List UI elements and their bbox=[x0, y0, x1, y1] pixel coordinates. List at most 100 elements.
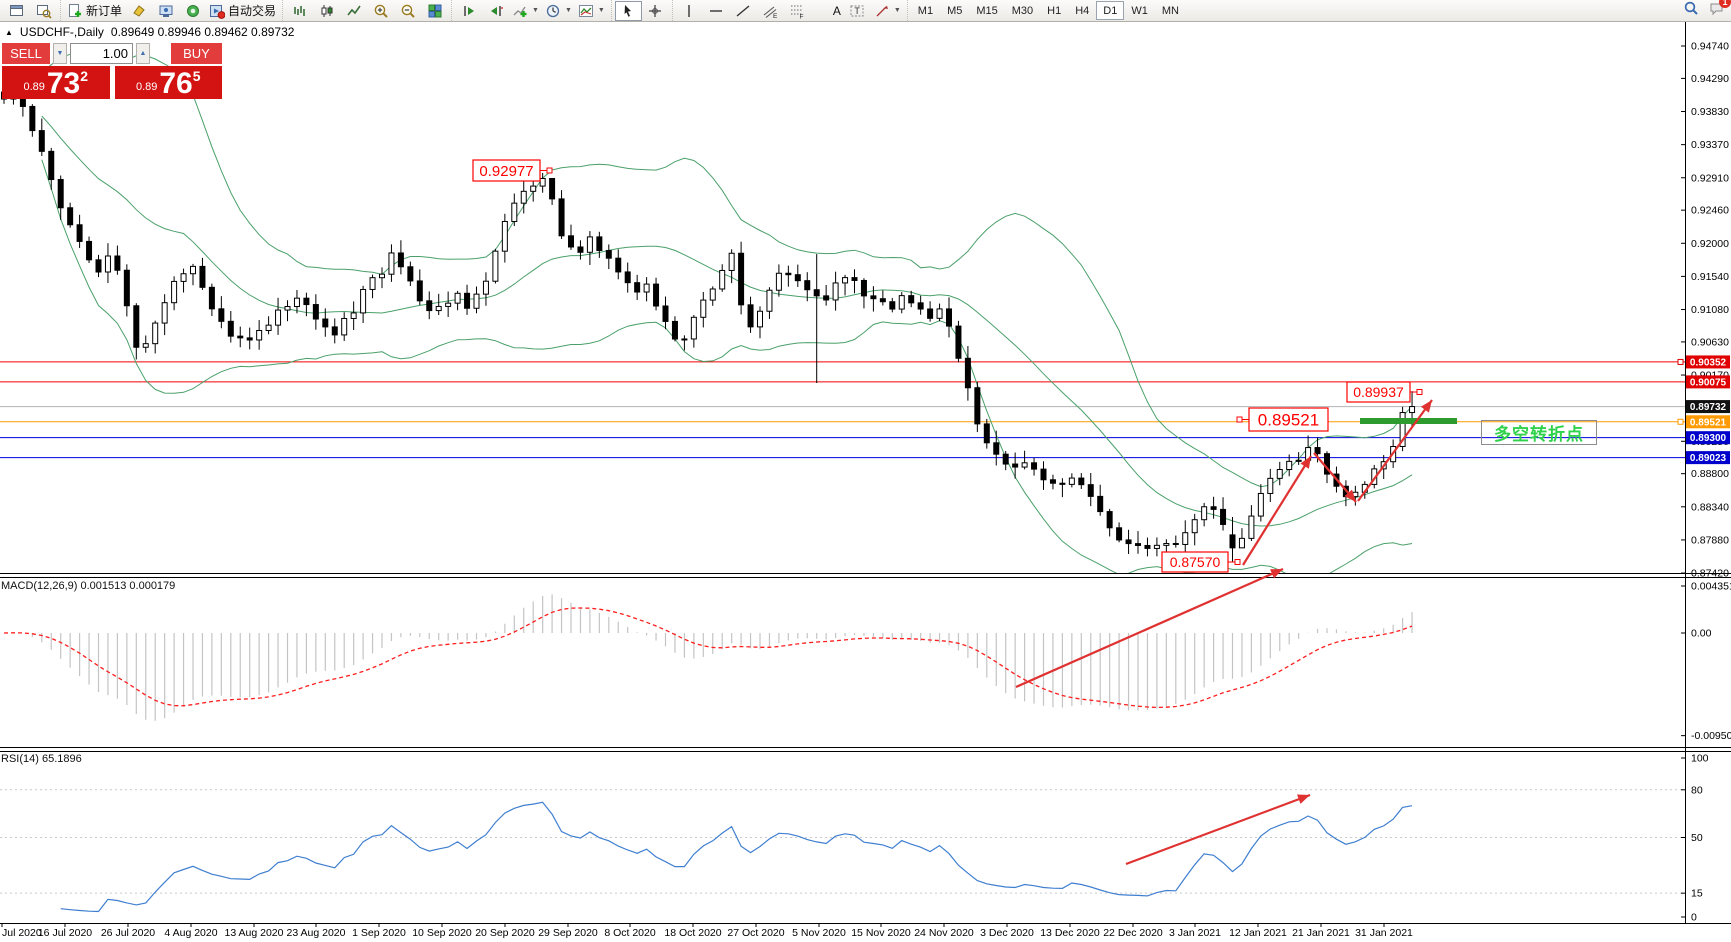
new-window-button[interactable] bbox=[3, 1, 30, 21]
svg-text:0.89937: 0.89937 bbox=[1353, 384, 1404, 400]
window-zoom-icon bbox=[36, 4, 52, 19]
dropdown-arrow-icon[interactable]: ▼ bbox=[532, 7, 539, 14]
auto-scroll-button[interactable] bbox=[455, 1, 482, 21]
svg-text:1 Sep 2020: 1 Sep 2020 bbox=[352, 927, 406, 939]
crosshair-icon bbox=[649, 4, 662, 17]
macd-histogram bbox=[12, 594, 1413, 721]
alerts-button[interactable] bbox=[179, 1, 206, 21]
zoom-in-button[interactable] bbox=[367, 1, 394, 21]
timeframe-h4-button[interactable]: H4 bbox=[1075, 4, 1090, 17]
trendline-icon bbox=[736, 4, 750, 17]
vline-icon bbox=[688, 4, 691, 17]
horizontal-level-lines bbox=[0, 361, 1685, 459]
svg-text:21 Jan 2021: 21 Jan 2021 bbox=[1292, 927, 1350, 939]
timeframe-d1-button[interactable]: D1 bbox=[1096, 1, 1125, 20]
dropdown-arrow-icon[interactable]: ▼ bbox=[893, 7, 901, 14]
zoom-in-icon bbox=[374, 4, 388, 18]
templates-button[interactable]: ▼ bbox=[575, 1, 608, 21]
timeframe-m30-button[interactable]: M30 bbox=[1011, 4, 1034, 17]
fibo-button[interactable]: F bbox=[784, 1, 811, 21]
crosshair-button[interactable] bbox=[642, 1, 669, 21]
window-zoom-button[interactable] bbox=[30, 1, 57, 21]
hline-button[interactable] bbox=[703, 1, 730, 21]
sell-price-pips: 73 bbox=[46, 67, 81, 100]
volume-input[interactable]: 1.00 bbox=[70, 43, 133, 64]
search-button[interactable] bbox=[1683, 0, 1699, 21]
new-order-button[interactable]: 新订单 bbox=[64, 1, 125, 21]
new-order-label: 新订单 bbox=[86, 4, 123, 18]
volume-increase-button[interactable]: ▲ bbox=[136, 43, 150, 64]
sell-quote-button[interactable]: 0.89 73 2 bbox=[2, 66, 110, 99]
text-label: A bbox=[832, 3, 841, 18]
candles-icon bbox=[321, 4, 333, 17]
buy-quote-button[interactable]: 0.89 76 5 bbox=[114, 66, 222, 100]
svg-text:E: E bbox=[773, 13, 778, 19]
volume-decrease-button[interactable]: ▼ bbox=[53, 43, 67, 64]
svg-text:13 Aug 2020: 13 Aug 2020 bbox=[225, 927, 284, 939]
indicators-button[interactable]: ▼ bbox=[509, 1, 542, 21]
trendline-button[interactable] bbox=[730, 1, 757, 21]
autotrading-label: 自动交易 bbox=[228, 4, 277, 18]
svg-text:0.92977: 0.92977 bbox=[479, 163, 533, 180]
autotrading-button[interactable]: 自动交易 bbox=[206, 1, 279, 21]
svg-text:-0.009504: -0.009504 bbox=[1691, 730, 1731, 742]
sell-button[interactable]: SELL bbox=[2, 43, 50, 64]
tile-windows-button[interactable] bbox=[421, 1, 448, 21]
timeframe-w1-button[interactable]: W1 bbox=[1131, 4, 1148, 17]
eraser-button[interactable] bbox=[125, 1, 152, 21]
cursor-button[interactable] bbox=[614, 0, 642, 21]
macd-signal-line bbox=[3, 607, 1413, 709]
vline-button[interactable] bbox=[676, 1, 703, 21]
new-window-icon bbox=[9, 4, 23, 16]
svg-text:23 Aug 2020: 23 Aug 2020 bbox=[287, 927, 346, 939]
svg-text:T: T bbox=[855, 6, 861, 16]
chart-shift-icon bbox=[490, 5, 503, 16]
macd-indicator-label: MACD(12,26,9) 0.001513 0.000179 bbox=[1, 580, 176, 592]
rsi-gridlines bbox=[0, 789, 1685, 894]
new-order-icon bbox=[69, 3, 81, 17]
chart-annotations: 0.92977 0.89937 0.89521 0.87570 bbox=[472, 159, 1457, 866]
svg-text:0.94290: 0.94290 bbox=[1691, 73, 1729, 85]
svg-text:15 Nov 2020: 15 Nov 2020 bbox=[851, 927, 911, 939]
svg-text:4 Aug 2020: 4 Aug 2020 bbox=[164, 927, 217, 939]
svg-text:0.92000: 0.92000 bbox=[1691, 238, 1729, 250]
svg-text:3 Dec 2020: 3 Dec 2020 bbox=[980, 927, 1034, 939]
svg-text:0.91540: 0.91540 bbox=[1691, 271, 1729, 283]
timeframe-m5-button[interactable]: M5 bbox=[947, 4, 963, 17]
zoom-out-button[interactable] bbox=[394, 1, 421, 21]
svg-text:80: 80 bbox=[1691, 784, 1703, 796]
timeframe-mn-button[interactable]: MN bbox=[1161, 4, 1179, 17]
svg-text:13 Dec 2020: 13 Dec 2020 bbox=[1040, 927, 1100, 939]
timeframe-h1-button[interactable]: H1 bbox=[1047, 4, 1062, 17]
buy-button[interactable]: BUY bbox=[171, 43, 222, 64]
candles-button[interactable] bbox=[313, 1, 340, 21]
linechart-button[interactable] bbox=[340, 1, 367, 21]
dropdown-arrow-icon[interactable]: ▼ bbox=[597, 7, 605, 14]
bars-button[interactable] bbox=[286, 1, 313, 21]
chart-shift-button[interactable] bbox=[482, 1, 509, 21]
channel-button[interactable]: E bbox=[757, 1, 784, 21]
svg-text:0.88340: 0.88340 bbox=[1691, 501, 1729, 513]
chat-button[interactable]: 1 bbox=[1709, 0, 1731, 21]
toolbar-group-pointer bbox=[610, 0, 672, 21]
toolbar-group-timeframes: M1 M5 M15 M30 H1 H4 D1 W1 MN bbox=[906, 0, 1189, 21]
dropdown-arrow-icon[interactable]: ▼ bbox=[564, 7, 572, 14]
eraser-icon bbox=[132, 4, 145, 17]
svg-text:0.91080: 0.91080 bbox=[1691, 304, 1729, 316]
svg-text:Jul 2020: Jul 2020 bbox=[2, 927, 42, 939]
candlestick-series bbox=[1, 83, 1416, 563]
label-button[interactable]: T bbox=[844, 1, 871, 21]
shapes-button[interactable]: ▼ bbox=[871, 1, 904, 21]
timeframe-m1-button[interactable]: M1 bbox=[917, 4, 934, 17]
text-button[interactable]: A bbox=[811, 1, 844, 21]
editor-button[interactable] bbox=[152, 1, 179, 21]
svg-text:0.94740: 0.94740 bbox=[1691, 41, 1729, 53]
timeframe-m15-button[interactable]: M15 bbox=[976, 4, 998, 17]
chart-title: ▲ USDCHF-,Daily 0.89649 0.89946 0.89462 … bbox=[5, 25, 294, 39]
periods-button[interactable]: ▼ bbox=[542, 1, 575, 21]
svg-text:0.90630: 0.90630 bbox=[1691, 336, 1729, 348]
buy-price-pips: 76 bbox=[159, 67, 193, 100]
